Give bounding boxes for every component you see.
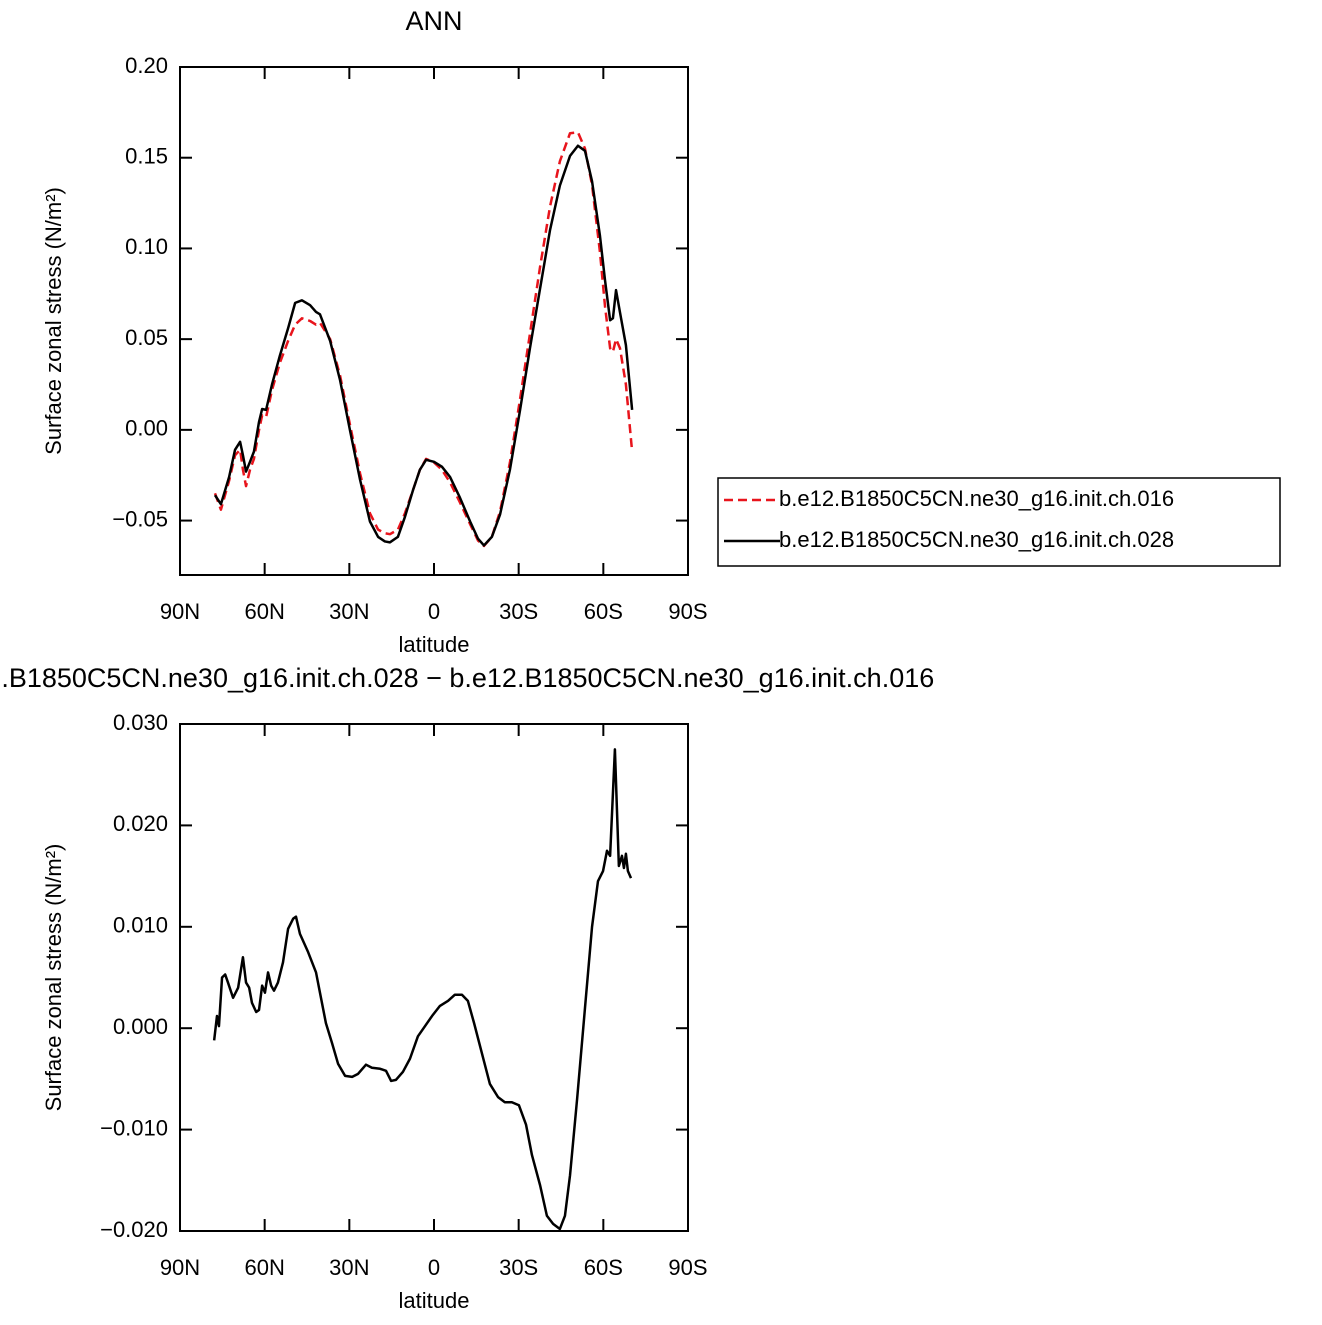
y-tick-label: 0.020: [113, 811, 168, 836]
data-line: [213, 144, 634, 547]
x-tick-label: 60N: [244, 1255, 284, 1280]
y-tick-label: 0.15: [125, 144, 168, 169]
x-tick-label: 60S: [584, 1255, 623, 1280]
x-axis-label: latitude: [399, 1288, 470, 1313]
chart-title: ANN: [405, 6, 462, 36]
y-tick-label: 0.010: [113, 913, 168, 938]
y-tick-label: −0.010: [100, 1115, 168, 1140]
y-axis-label: Surface zonal stress (N/m²): [41, 844, 66, 1112]
y-tick-label: −0.05: [112, 506, 168, 531]
x-tick-label: 90N: [160, 599, 200, 624]
x-tick-label: 90S: [668, 1255, 707, 1280]
x-tick-label: 0: [428, 1255, 440, 1280]
legend-label: b.e12.B1850C5CN.ne30_g16.init.ch.028: [779, 527, 1174, 552]
x-tick-label: 90S: [668, 599, 707, 624]
legend-box: [717, 477, 1281, 567]
y-axis-label: Surface zonal stress (N/m²): [41, 187, 66, 455]
x-tick-label: 60N: [244, 599, 284, 624]
y-tick-label: −0.020: [100, 1217, 168, 1242]
plot-frame: [179, 66, 689, 576]
y-tick-label: 0.000: [113, 1014, 168, 1039]
y-tick-label: 0.05: [125, 325, 168, 350]
y-tick-label: 0.20: [125, 53, 168, 78]
legend-label: b.e12.B1850C5CN.ne30_g16.init.ch.016: [779, 486, 1174, 511]
x-tick-label: 90N: [160, 1255, 200, 1280]
x-tick-label: 0: [428, 599, 440, 624]
x-tick-label: 30S: [499, 1255, 538, 1280]
x-tick-label: 30N: [329, 1255, 369, 1280]
y-tick-label: 0.10: [125, 234, 168, 259]
chart-title: b.e12.B1850C5CN.ne30_g16.init.ch.028 − b…: [0, 663, 934, 693]
data-line: [213, 131, 634, 548]
x-axis-label: latitude: [399, 632, 470, 657]
data-line: [212, 748, 633, 1231]
y-tick-label: 0.00: [125, 416, 168, 441]
x-tick-label: 30N: [329, 599, 369, 624]
plot-frame: [179, 723, 689, 1232]
y-tick-label: 0.030: [113, 710, 168, 735]
x-tick-label: 30S: [499, 599, 538, 624]
x-tick-label: 60S: [584, 599, 623, 624]
